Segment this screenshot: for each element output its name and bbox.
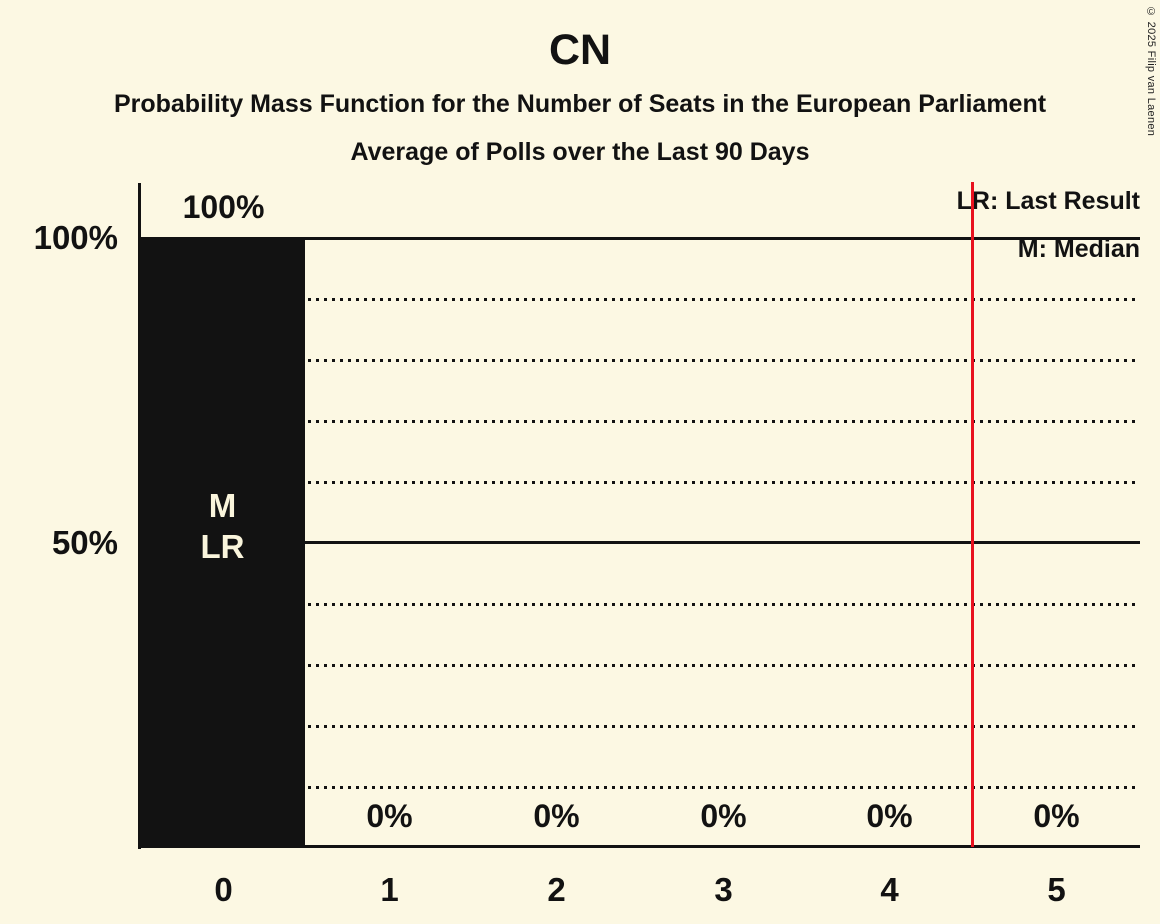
gridline-dotted-30 <box>140 664 1140 667</box>
x-tick-label-1: 1 <box>380 871 399 908</box>
copyright-notice: © 2025 Filip van Laenen <box>1145 6 1157 137</box>
bar-value-label-0: 100% <box>182 189 265 225</box>
red-vertical-line <box>971 182 974 847</box>
bar-value-label-5: 0% <box>1033 798 1080 834</box>
bar-value-label-2: 0% <box>533 798 580 834</box>
y-axis-line <box>138 183 141 849</box>
legend-last-result: LR: Last Result <box>956 187 1140 215</box>
probability-bar-0-seats <box>140 238 305 845</box>
bar-value-label-1: 0% <box>366 798 413 834</box>
y-axis-label-50: 50% <box>51 524 118 561</box>
x-tick-label-4: 4 <box>880 871 899 908</box>
x-tick-label-5: 5 <box>1047 871 1066 908</box>
gridline-dotted-90 <box>140 298 1140 301</box>
gridline-dotted-40 <box>140 603 1140 606</box>
gridline-dotted-60 <box>140 481 1140 484</box>
bar-value-label-4: 0% <box>866 798 913 834</box>
gridline-dotted-70 <box>140 420 1140 423</box>
chart-title: CN <box>548 26 612 74</box>
gridline-solid-100 <box>140 237 1140 240</box>
gridline-dotted-10 <box>140 786 1140 789</box>
x-tick-label-0: 0 <box>214 871 233 908</box>
x-tick-label-2: 2 <box>547 871 566 908</box>
bar-value-label-3: 0% <box>700 798 747 834</box>
y-axis-label-100: 100% <box>33 219 118 256</box>
bar-annotation-median-lastresult: M LR <box>140 485 305 567</box>
chart-subsubtitle: Average of Polls over the Last 90 Days <box>350 138 810 166</box>
gridline-dotted-80 <box>140 359 1140 362</box>
gridline-solid-50 <box>140 541 1140 544</box>
x-axis-line <box>138 845 1140 848</box>
median-marker-label: M <box>208 487 237 524</box>
x-tick-label-3: 3 <box>714 871 733 908</box>
gridline-dotted-20 <box>140 725 1140 728</box>
chart-subtitle: Probability Mass Function for the Number… <box>113 90 1047 118</box>
last-result-marker-label: LR <box>200 528 245 565</box>
